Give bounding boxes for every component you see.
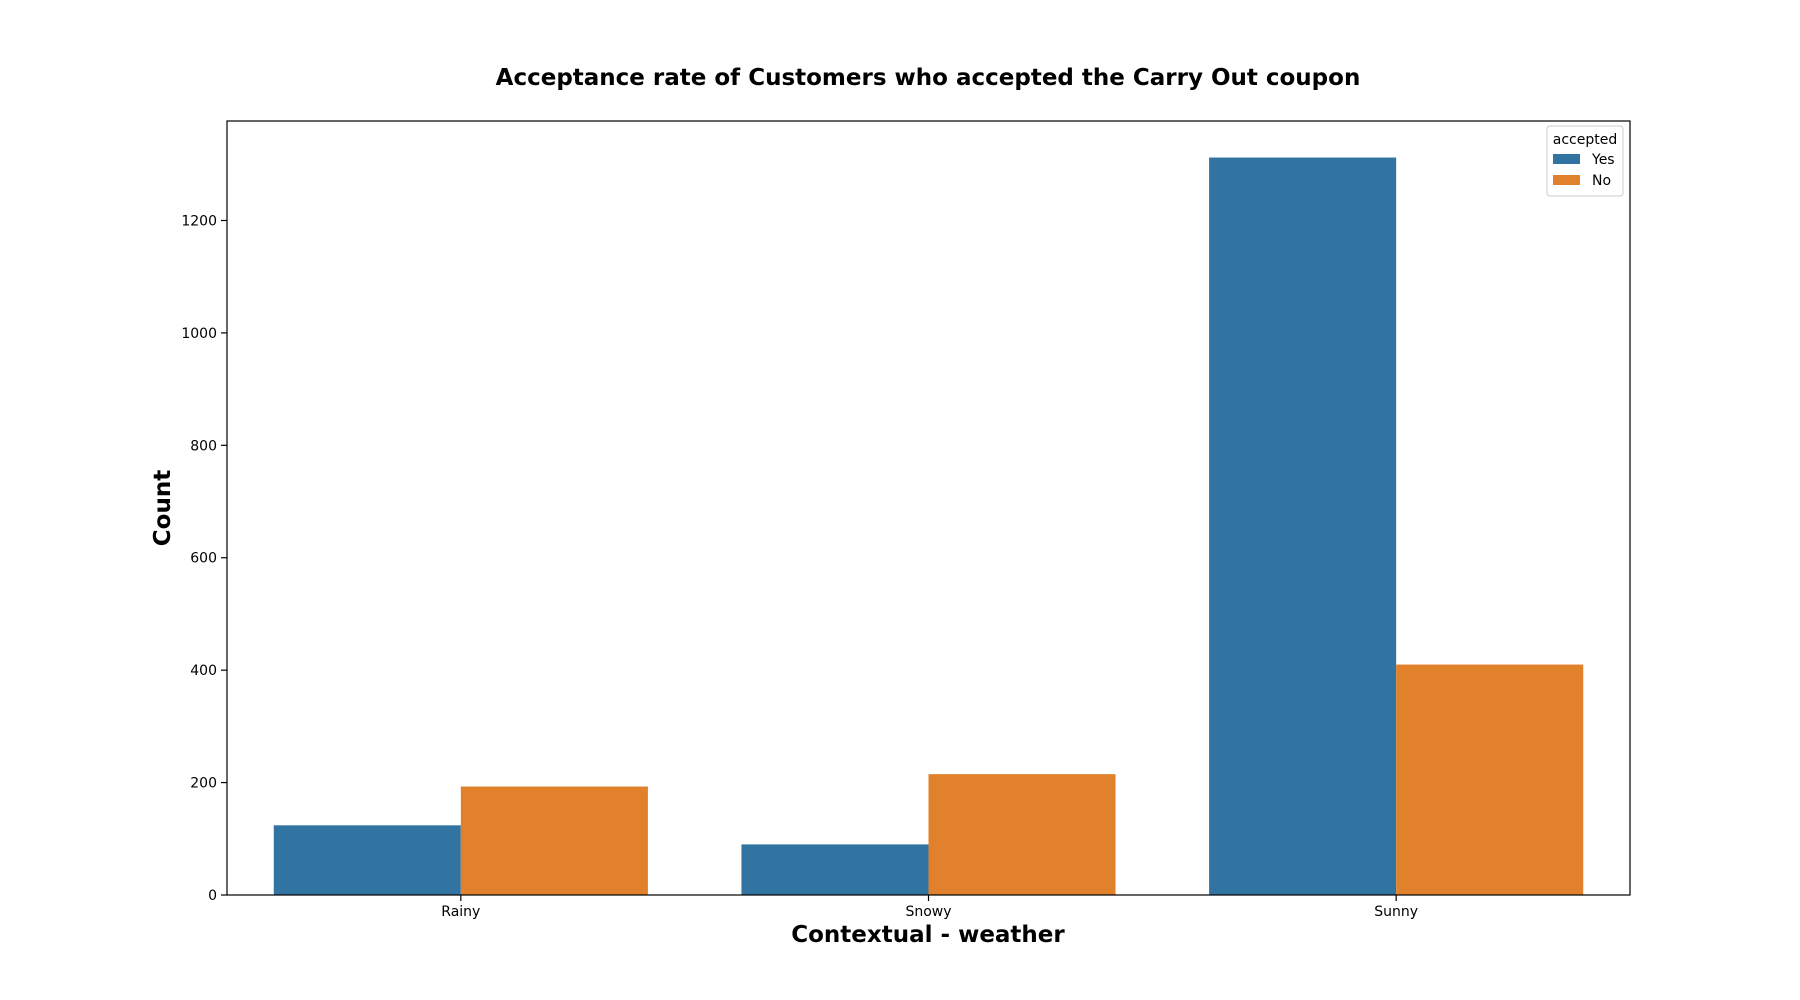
y-tick-label: 0: [208, 888, 217, 904]
y-tick-label: 600: [190, 551, 217, 567]
legend-label-yes: Yes: [1591, 152, 1615, 168]
legend-items: Yes No: [1553, 152, 1615, 189]
bar-sunny-yes: [1209, 157, 1397, 895]
x-axis: Rainy Snowy Sunny: [441, 895, 1418, 920]
y-axis-label: Count: [150, 470, 176, 546]
bar-sunny-no: [1396, 664, 1584, 895]
bar-snowy-yes: [741, 844, 929, 895]
y-axis: 0 200 400 600 800 1000 1200: [181, 213, 227, 904]
bar-rainy-no: [460, 786, 648, 895]
y-tick-label: 1000: [181, 326, 217, 342]
x-tick-label: Rainy: [441, 904, 480, 920]
legend: accepted Yes No: [1546, 125, 1624, 197]
legend-title: accepted: [1553, 132, 1617, 148]
y-tick-label: 800: [190, 438, 217, 454]
y-tick-label: 400: [190, 663, 217, 679]
legend-swatch-no: [1553, 175, 1580, 185]
x-tick-label: Snowy: [905, 904, 951, 920]
legend-label-no: No: [1592, 173, 1611, 189]
chart-title: Acceptance rate of Customers who accepte…: [496, 65, 1361, 91]
y-tick-label: 200: [190, 776, 217, 792]
x-axis-label: Contextual - weather: [791, 922, 1065, 948]
y-tick-label: 1200: [181, 213, 217, 229]
x-tick-label: Sunny: [1374, 904, 1418, 920]
bar-snowy-no: [928, 774, 1116, 895]
legend-swatch-yes: [1553, 154, 1580, 164]
bar-rainy-yes: [273, 825, 461, 895]
bars-group: [273, 157, 1584, 895]
